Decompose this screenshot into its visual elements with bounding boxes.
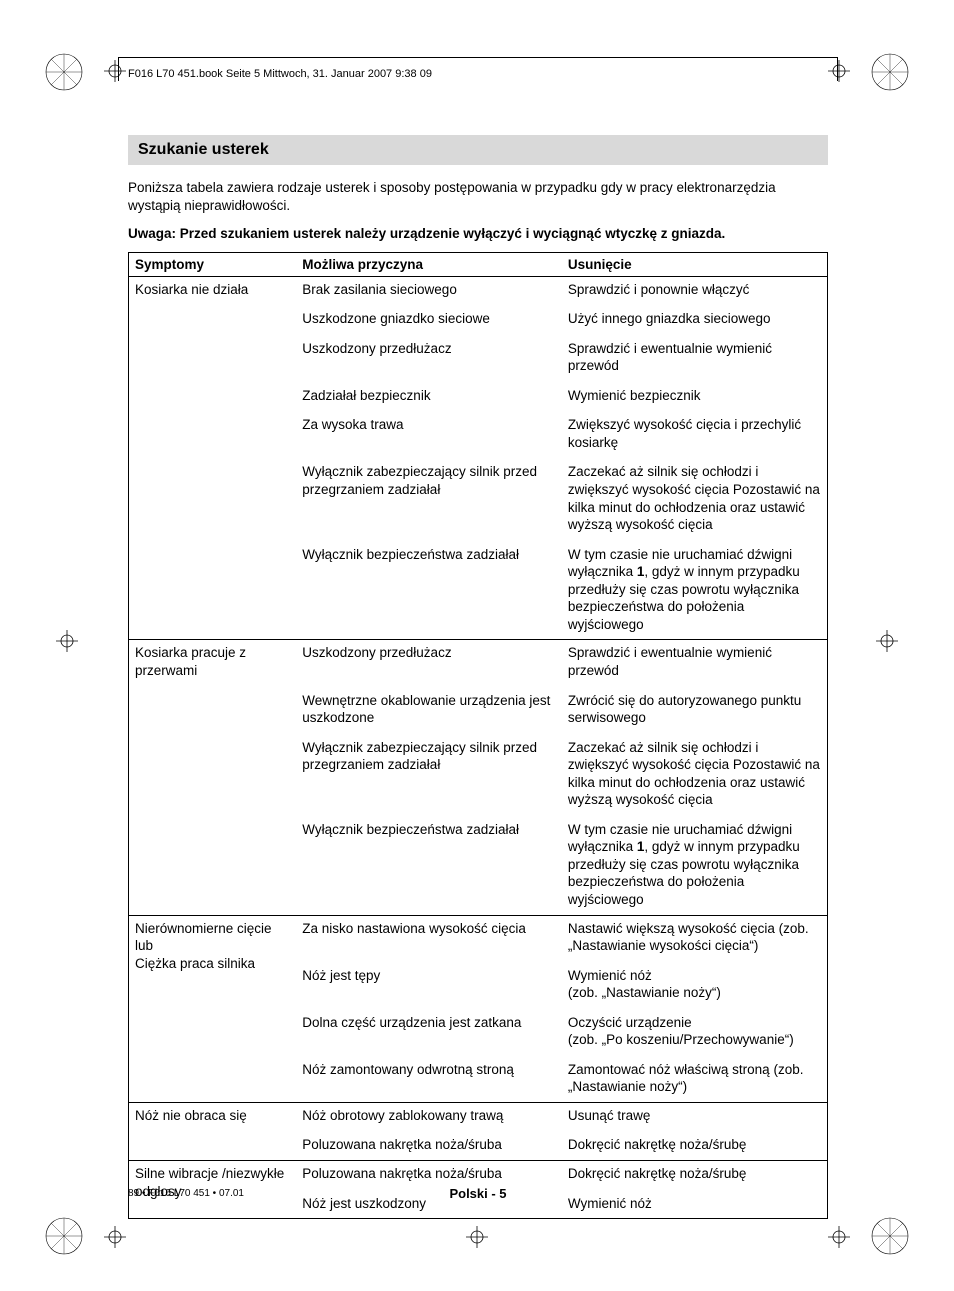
cell-cause: Uszkodzony przedłużacz (296, 334, 562, 381)
warning-paragraph: Uwaga: Przed szukaniem usterek należy ur… (128, 225, 828, 243)
cell-cause: Poluzowana nakrętka noża/śruba (296, 1160, 562, 1188)
cell-remedy: Zaczekać aż silnik się ochłodzi i zwięks… (562, 457, 828, 539)
col-remedy: Usunięcie (562, 252, 828, 276)
cell-cause: Za nisko nastawiona wysokość cięcia (296, 915, 562, 961)
page-footer: 89 • F016 L70 451 • 07.01 Polski - 5 (128, 1188, 828, 1199)
cell-cause: Wyłącznik zabezpieczający silnik przed p… (296, 457, 562, 539)
cell-remedy: Oczyścić urządzenie (zob. „Po koszeniu/P… (562, 1008, 828, 1055)
cell-remedy: Użyć innego gniazdka sieciowego (562, 304, 828, 334)
table-row: Kosiarka nie działaBrak zasilania siecio… (129, 276, 828, 304)
cell-cause: Nóż zamontowany odwrotną stroną (296, 1055, 562, 1103)
footer-center-text: Polski - 5 (128, 1186, 828, 1201)
cell-remedy: Wymienić nóż (zob. „Nastawianie noży“) (562, 961, 828, 1008)
edge-target-right (876, 630, 898, 657)
cell-remedy: Sprawdzić i ewentualnie wymienić przewód (562, 640, 828, 686)
cell-remedy: Sprawdzić i ponownie włączyć (562, 276, 828, 304)
cell-remedy: W tym czasie nie uruchamiać dźwigni wyłą… (562, 540, 828, 640)
cell-symptom: Kosiarka pracuje z przerwami (129, 640, 297, 915)
page-content: Szukanie usterek Poniższa tabela zawiera… (128, 135, 828, 1219)
edge-target-bottom-left (104, 1226, 126, 1253)
cell-remedy: Sprawdzić i ewentualnie wymienić przewód (562, 334, 828, 381)
cell-cause: Uszkodzone gniazdko sieciowe (296, 304, 562, 334)
table-row: Nóż nie obraca sięNóż obrotowy zablokowa… (129, 1102, 828, 1130)
edge-target-bottom-right (828, 1226, 850, 1253)
cell-remedy: Zwrócić się do autoryzowanego punktu ser… (562, 686, 828, 733)
col-symptom: Symptomy (129, 252, 297, 276)
cell-remedy: Dokręcić nakrętkę noża/śrubę (562, 1130, 828, 1160)
cell-remedy: Zaczekać aż silnik się ochłodzi i zwięks… (562, 733, 828, 815)
cell-symptom: Nóż nie obraca się (129, 1102, 297, 1160)
cell-cause: Poluzowana nakrętka noża/śruba (296, 1130, 562, 1160)
cell-cause: Wyłącznik bezpieczeństwa zadziałał (296, 815, 562, 915)
cell-remedy: Dokręcić nakrętkę noża/śrubę (562, 1160, 828, 1188)
cell-cause: Brak zasilania sieciowego (296, 276, 562, 304)
cell-cause: Wewnętrzne okablowanie urządzenia jest u… (296, 686, 562, 733)
section-title: Szukanie usterek (128, 135, 828, 165)
table-row: Kosiarka pracuje z przerwamiUszkodzony p… (129, 640, 828, 686)
reg-mark-bottom-right (870, 1216, 910, 1261)
cell-symptom: Nierównomierne cięcie lub Ciężka praca s… (129, 915, 297, 1102)
cell-cause: Nóż jest tępy (296, 961, 562, 1008)
col-cause: Możliwa przyczyna (296, 252, 562, 276)
cell-remedy: Zwiększyć wysokość cięcia i przechylić k… (562, 410, 828, 457)
cell-cause: Dolna część urządzenia jest zatkana (296, 1008, 562, 1055)
book-header-text: F016 L70 451.book Seite 5 Mittwoch, 31. … (128, 68, 432, 80)
table-row: Nierównomierne cięcie lub Ciężka praca s… (129, 915, 828, 961)
reg-mark-top-right (870, 52, 910, 97)
table-row: Silne wibracje /niezwykłe odgłosyPoluzow… (129, 1160, 828, 1188)
cell-remedy: Usunąć trawę (562, 1102, 828, 1130)
reg-mark-top-left (44, 52, 84, 97)
cell-cause: Za wysoka trawa (296, 410, 562, 457)
cell-symptom: Kosiarka nie działa (129, 276, 297, 640)
cell-remedy: Nastawić większą wysokość cięcia (zob. „… (562, 915, 828, 961)
cell-cause: Uszkodzony przedłużacz (296, 640, 562, 686)
cell-remedy: Wymienić bezpiecznik (562, 381, 828, 411)
table-header-row: Symptomy Możliwa przyczyna Usunięcie (129, 252, 828, 276)
cell-cause: Wyłącznik zabezpieczający silnik przed p… (296, 733, 562, 815)
cell-cause: Zadziałał bezpiecznik (296, 381, 562, 411)
edge-target-left (56, 630, 78, 657)
cell-cause: Wyłącznik bezpieczeństwa zadziałał (296, 540, 562, 640)
edge-target-bottom-center (466, 1226, 488, 1253)
troubleshooting-table: Symptomy Możliwa przyczyna Usunięcie Kos… (128, 252, 828, 1219)
cell-remedy: Zamontować nóż właściwą stroną (zob. „Na… (562, 1055, 828, 1103)
reg-mark-bottom-left (44, 1216, 84, 1261)
cell-cause: Nóż obrotowy zablokowany trawą (296, 1102, 562, 1130)
intro-paragraph: Poniższa tabela zawiera rodzaje usterek … (128, 179, 828, 215)
cell-remedy: W tym czasie nie uruchamiać dźwigni wyłą… (562, 815, 828, 915)
